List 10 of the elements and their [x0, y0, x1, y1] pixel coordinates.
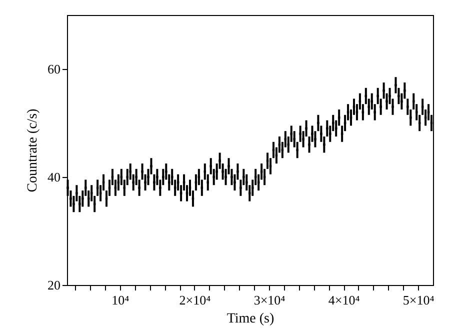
- x-tick-label: 10⁴: [112, 292, 130, 308]
- y-tick-label: 60: [48, 62, 60, 76]
- y-axis-title: Countrate (c/s): [26, 108, 40, 192]
- x-tick-label: 3×10⁴: [254, 292, 286, 308]
- x-tick-label: 5×10⁴: [402, 292, 435, 308]
- y-tick-label: 40: [48, 170, 60, 184]
- y-tick-label: 20: [48, 278, 60, 292]
- x-tick-label: 4×10⁴: [328, 292, 360, 308]
- x-axis-title: Time (s): [226, 312, 274, 326]
- x-tick-label: 2×10⁴: [179, 292, 212, 308]
